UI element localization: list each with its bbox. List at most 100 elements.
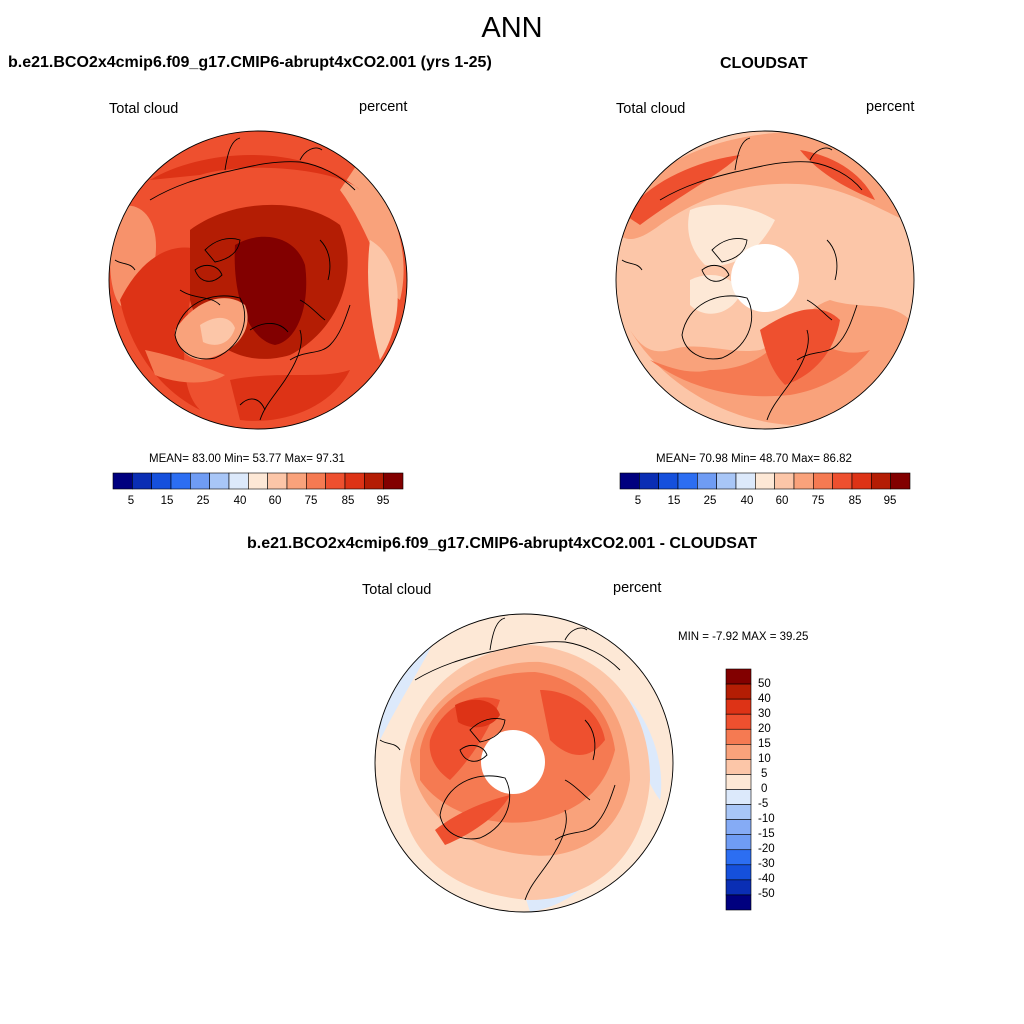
obs-colorbar-swatch — [871, 472, 891, 490]
diff-colorbar — [725, 668, 752, 911]
diff-cb-tick: 30 — [758, 708, 771, 720]
model-colorbar-swatch — [325, 472, 346, 490]
model-cb-tick: 15 — [160, 495, 174, 507]
obs-colorbar-swatch — [832, 472, 853, 490]
obs-colorbar-swatch — [677, 472, 698, 490]
model-polar-map[interactable] — [108, 130, 408, 430]
obs-colorbar-swatch — [639, 472, 659, 490]
model-colorbar-swatch — [132, 472, 152, 490]
model-cb-tick: 60 — [268, 495, 282, 507]
diff-cb-tick: 40 — [758, 693, 771, 705]
diff-cb-tick: 5 — [761, 768, 768, 780]
model-colorbar-swatch — [190, 472, 210, 490]
model-colorbar-swatch — [383, 472, 404, 490]
diff-colorbar-swatch — [725, 744, 752, 760]
obs-cb-tick: 40 — [740, 495, 754, 507]
diff-stats: MIN = -7.92 MAX = 39.25 — [678, 631, 809, 643]
obs-cb-tick: 95 — [883, 495, 897, 507]
model-colorbar-swatch — [286, 472, 307, 490]
obs-cb-tick: 5 — [634, 495, 642, 507]
model-colorbar-swatch — [170, 472, 191, 490]
diff-cb-tick: 0 — [761, 783, 768, 795]
model-colorbar-swatch — [151, 472, 172, 490]
diff-cb-tick: 20 — [758, 723, 771, 735]
obs-cb-tick: 75 — [811, 495, 825, 507]
diff-colorbar-swatch — [725, 698, 752, 715]
diff-cb-tick: 15 — [758, 738, 771, 750]
model-colorbar — [112, 472, 404, 490]
obs-colorbar-swatch — [716, 472, 737, 490]
diff-variable-label: Total cloud — [362, 582, 432, 598]
obs-coastlines — [621, 137, 863, 421]
model-cb-tick: 75 — [304, 495, 318, 507]
obs-cb-tick: 60 — [775, 495, 789, 507]
model-coastlines — [114, 137, 356, 421]
diff-cb-tick: -20 — [758, 843, 775, 855]
model-cb-tick: 5 — [127, 495, 135, 507]
diff-units-label: percent — [613, 580, 662, 596]
diff-colorbar-swatch — [725, 728, 752, 745]
diff-colorbar-swatch — [725, 759, 752, 775]
obs-colorbar-swatch — [774, 472, 795, 490]
obs-colorbar-swatch — [755, 472, 775, 490]
model-variable-label: Total cloud — [109, 101, 179, 117]
obs-colorbar-swatch — [851, 472, 872, 490]
obs-units-label: percent — [866, 99, 915, 115]
diff-colorbar-swatch — [725, 894, 752, 911]
obs-panel-title: CLOUDSAT — [720, 55, 808, 72]
model-cb-tick: 95 — [376, 495, 390, 507]
diff-colorbar-swatch — [725, 834, 752, 851]
diff-cb-tick: -50 — [758, 888, 775, 900]
model-colorbar-swatch — [209, 472, 230, 490]
obs-colorbar-swatch — [658, 472, 679, 490]
obs-colorbar-swatch — [890, 472, 911, 490]
diff-colorbar-swatch — [725, 789, 752, 805]
diff-colorbar-swatch — [725, 713, 752, 730]
obs-cb-tick: 85 — [848, 495, 862, 507]
model-cb-tick: 40 — [233, 495, 247, 507]
diff-panel-title: b.e21.BCO2x4cmip6.f09_g17.CMIP6-abrupt4x… — [247, 535, 758, 552]
model-colorbar-swatch — [228, 472, 249, 490]
diff-colorbar-swatch — [725, 804, 752, 820]
model-colorbar-swatch — [112, 472, 133, 490]
diff-cb-tick: -10 — [758, 813, 775, 825]
model-cb-tick: 85 — [341, 495, 355, 507]
obs-colorbar — [619, 472, 911, 490]
model-units-label: percent — [359, 99, 408, 115]
obs-colorbar-swatch — [619, 472, 640, 490]
diff-colorbar-swatch — [725, 668, 752, 685]
model-panel-title: b.e21.BCO2x4cmip6.f09_g17.CMIP6-abrupt4x… — [8, 54, 492, 71]
diff-cb-tick: 10 — [758, 753, 771, 765]
obs-variable-label: Total cloud — [616, 101, 686, 117]
diff-polar-map[interactable] — [374, 613, 674, 913]
model-stats: MEAN= 83.00 Min= 53.77 Max= 97.31 — [149, 453, 345, 465]
diff-cb-tick: -40 — [758, 873, 775, 885]
diff-cb-tick: 50 — [758, 678, 771, 690]
figure-title: ANN — [481, 12, 543, 44]
diff-cb-tick: -15 — [758, 828, 775, 840]
obs-colorbar-swatch — [813, 472, 833, 490]
diff-colorbar-swatch — [725, 849, 752, 866]
model-colorbar-swatch — [344, 472, 365, 490]
obs-colorbar-swatch — [697, 472, 717, 490]
diff-colorbar-swatch — [725, 683, 752, 700]
obs-colorbar-swatch — [735, 472, 756, 490]
obs-colorbar-swatch — [793, 472, 814, 490]
diff-colorbar-swatch — [725, 879, 752, 896]
model-colorbar-swatch — [248, 472, 268, 490]
diff-colorbar-swatch — [725, 774, 752, 790]
obs-stats: MEAN= 70.98 Min= 48.70 Max= 86.82 — [656, 453, 852, 465]
model-cb-tick: 25 — [196, 495, 210, 507]
model-colorbar-swatch — [364, 472, 384, 490]
obs-cb-tick: 25 — [703, 495, 717, 507]
diff-colorbar-swatch — [725, 819, 752, 835]
obs-cb-tick: 15 — [667, 495, 681, 507]
model-colorbar-swatch — [267, 472, 288, 490]
model-colorbar-swatch — [306, 472, 326, 490]
diff-cb-tick: -30 — [758, 858, 775, 870]
diff-coastlines — [379, 617, 621, 901]
diff-cb-tick: -5 — [758, 798, 769, 810]
obs-polar-map[interactable] — [615, 130, 915, 430]
diff-colorbar-swatch — [725, 864, 752, 881]
